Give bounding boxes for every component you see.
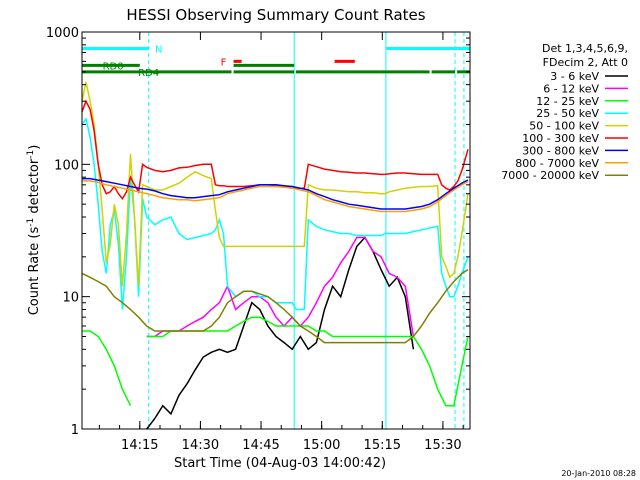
chart-title: HESSI Observing Summary Count Rates [126,6,425,24]
y-ticks: 1 10 100 1000 [46,26,470,438]
x-axis-label: Start Time (04-Aug-03 14:00:42) [174,456,386,471]
legend-label-3-6-kev: 3 - 6 keV [550,70,599,83]
legend-label-300-800-kev: 300 - 800 keV [522,144,599,157]
x-tick-label: 14:45 [242,438,279,453]
x-ticks: 14:15 14:30 14:45 15:00 15:15 15:30 [98,32,464,453]
legend-header-line-1: Det 1,3,4,5,6,9, [542,42,628,55]
series-line-25-50-kev [81,117,469,311]
vertical-lines [148,32,465,429]
legend-label-100-300-kev: 100 - 300 keV [522,132,599,145]
x-tick-label: 14:15 [121,438,158,453]
legend-label-7000-20000-kev: 7000 - 20000 keV [501,169,599,182]
legend-label-12-25-kev: 12 - 25 keV [536,95,599,108]
y-tick-label: 100 [54,158,79,173]
y-axis-label-main: Count Rate (s [27,227,42,316]
y-tick-label: 1 [71,423,79,438]
y-axis-label-sup1: -1 [26,218,36,227]
series-line-800-7000-kev [82,180,469,213]
x-tick-label: 15:00 [303,438,340,453]
y-axis-label: Count Rate (s-1 detector-1) [26,145,42,316]
y-tick-label: 1000 [46,26,79,41]
series-layer [81,81,469,430]
legend-label-25-50-kev: 25 - 50 keV [536,107,599,120]
legend-label-50-100-kev: 50 - 100 keV [529,120,599,133]
x-tick-label: 15:30 [424,438,461,453]
series-line-6-12-kev [146,236,415,338]
legend: Det 1,3,4,5,6,9, FDecim 2, Att 0 3 - 6 k… [501,42,628,182]
y-tick-label: 10 [62,291,79,306]
x-tick-label: 15:15 [364,438,401,453]
annotation-f: F [221,57,227,68]
series-line-7000-20000-kev [81,269,469,344]
footer-timestamp: 20-Jan-2010 08:28 [561,469,636,478]
plot-frame [81,31,471,430]
annotation-n: N [155,45,162,56]
series-line-3-6-kev [146,236,415,430]
series-line-300-800-kev [82,177,469,210]
legend-label-6-12-kev: 6 - 12 keV [543,82,599,95]
x-tick-label: 14:30 [182,438,219,453]
y-axis-label-sup2: -1 [26,150,36,159]
annotation-rd4: RD4 [138,68,159,79]
y-axis-label-end: ) [27,145,42,150]
legend-header-line-2: FDecim 2, Att 0 [543,56,628,69]
annotation-rd0: RD0 [103,61,124,72]
series-line-50-100-kev [81,81,469,287]
y-axis-label-mid: detector [27,158,42,218]
annotations: N F RD0 RD4 [103,45,227,79]
legend-label-800-7000-kev: 800 - 7000 keV [515,157,599,170]
